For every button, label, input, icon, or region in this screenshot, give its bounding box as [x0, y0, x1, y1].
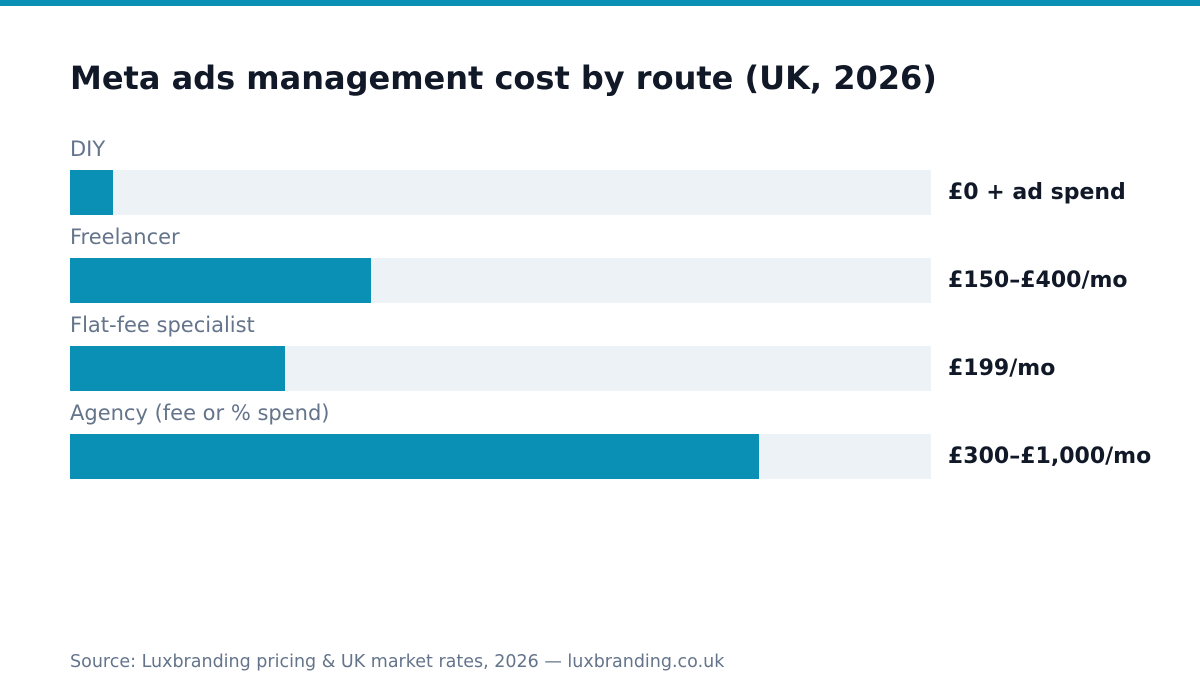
bar-row-flat-fee-specialist: Flat-fee specialist £199/mo: [70, 311, 1180, 391]
bar: [70, 346, 285, 391]
bar-label: Flat-fee specialist: [70, 313, 255, 337]
chart-title: Meta ads management cost by route (UK, 2…: [70, 59, 937, 97]
top-accent-rule: [0, 0, 1200, 6]
source-note: Source: Luxbranding pricing & UK market …: [70, 652, 725, 672]
bar: [70, 170, 113, 215]
bar-row-diy: DIY £0 + ad spend: [70, 135, 1180, 215]
bar-track: [70, 258, 931, 303]
bar-row-agency: Agency (fee or % spend) £300–£1,000/mo: [70, 399, 1180, 479]
bar-value-label: £199/mo: [948, 356, 1056, 381]
bar-value-label: £0 + ad spend: [948, 180, 1126, 205]
bar: [70, 258, 371, 303]
bar-track: [70, 170, 931, 215]
bar-label: Agency (fee or % spend): [70, 401, 330, 425]
bar-value-label: £300–£1,000/mo: [948, 444, 1152, 469]
bar-label: DIY: [70, 137, 106, 161]
bar-value-label: £150–£400/mo: [948, 268, 1128, 293]
bar-label: Freelancer: [70, 225, 180, 249]
bar: [70, 434, 759, 479]
bar-track: [70, 434, 931, 479]
bar-track: [70, 346, 931, 391]
bar-row-freelancer: Freelancer £150–£400/mo: [70, 223, 1180, 303]
